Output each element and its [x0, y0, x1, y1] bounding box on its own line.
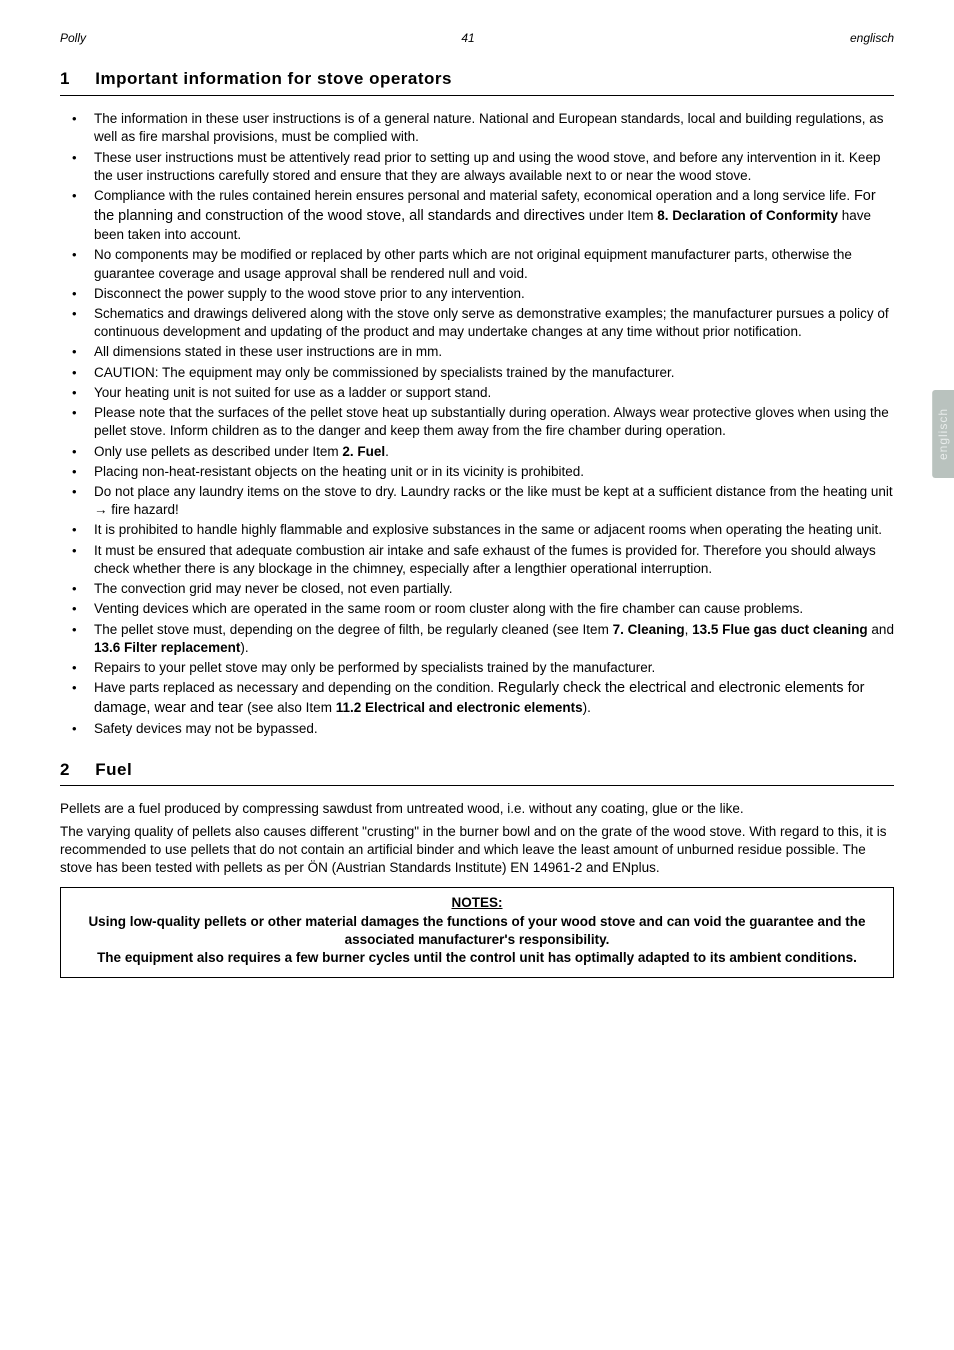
list-item: Only use pellets as described under Item…	[60, 443, 894, 461]
list-item: Have parts replaced as necessary and dep…	[60, 679, 894, 718]
list-item: No components may be modified or replace…	[60, 246, 894, 282]
page-header: Polly 41 englisch	[60, 30, 894, 46]
list-item: Your heating unit is not suited for use …	[60, 384, 894, 402]
list-item: Venting devices which are operated in th…	[60, 600, 894, 618]
list-item: The pellet stove must, depending on the …	[60, 621, 894, 657]
section-2-heading: 2 Fuel	[60, 759, 894, 787]
list-item: CAUTION: The equipment may only be commi…	[60, 364, 894, 382]
list-item: The convection grid may never be closed,…	[60, 580, 894, 598]
list-item: It is prohibited to handle highly flamma…	[60, 521, 894, 539]
side-language-tab: englisch	[932, 390, 954, 478]
notes-body: Using low-quality pellets or other mater…	[73, 913, 881, 968]
list-item: Safety devices may not be bypassed.	[60, 720, 894, 738]
paragraph: Pellets are a fuel produced by compressi…	[60, 800, 894, 818]
header-right: englisch	[850, 30, 894, 46]
notes-box: NOTES: Using low-quality pellets or othe…	[60, 887, 894, 978]
list-item: Please note that the surfaces of the pel…	[60, 404, 894, 440]
section-1-bullet-list: The information in these user instructio…	[60, 110, 894, 738]
list-item: Repairs to your pellet stove may only be…	[60, 659, 894, 677]
list-item: All dimensions stated in these user inst…	[60, 343, 894, 361]
notes-title: NOTES:	[73, 894, 881, 912]
list-item: Do not place any laundry items on the st…	[60, 483, 894, 519]
section-2-title: Fuel	[95, 760, 132, 779]
section-2-number: 2	[60, 759, 90, 782]
list-item: It must be ensured that adequate combust…	[60, 542, 894, 578]
list-item: The information in these user instructio…	[60, 110, 894, 146]
section-2-body: Pellets are a fuel produced by compressi…	[60, 800, 894, 877]
list-item: Compliance with the rules contained here…	[60, 187, 894, 244]
list-item: These user instructions must be attentiv…	[60, 149, 894, 185]
section-1-title: Important information for stove operator…	[95, 69, 452, 88]
section-1-heading: 1 Important information for stove operat…	[60, 68, 894, 96]
header-left: Polly	[60, 30, 86, 46]
header-page-number: 41	[461, 30, 474, 46]
paragraph: The varying quality of pellets also caus…	[60, 823, 894, 878]
list-item: Schematics and drawings delivered along …	[60, 305, 894, 341]
section-1-number: 1	[60, 68, 90, 91]
list-item: Placing non-heat-resistant objects on th…	[60, 463, 894, 481]
list-item: Disconnect the power supply to the wood …	[60, 285, 894, 303]
